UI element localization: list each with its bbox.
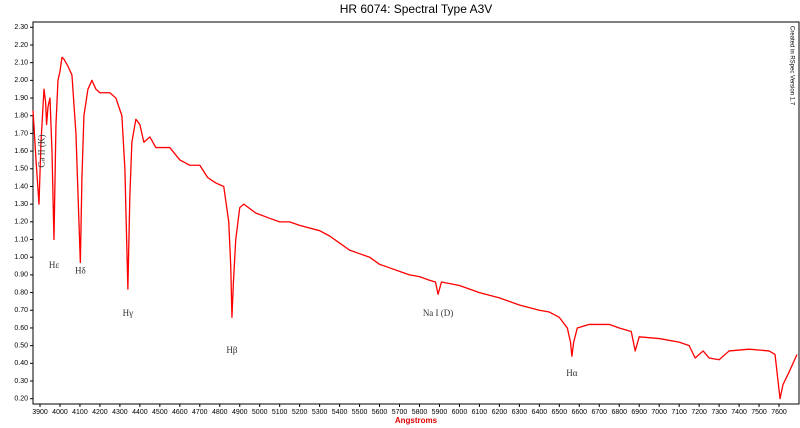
x-tick-label: 5700 [392,409,408,416]
x-tick-label: 7100 [671,409,687,416]
y-tick-label: 1.90 [14,95,28,102]
x-tick-label: 4700 [192,409,208,416]
x-tick-label: 4500 [152,409,168,416]
y-tick-label: 2.10 [14,60,28,67]
x-tick-label: 6500 [552,409,568,416]
x-tick-label: 4400 [132,409,148,416]
y-tick-label: 0.20 [14,396,28,403]
y-tick-label: 1.00 [14,254,28,261]
annotation: Ca II (K) [37,135,47,168]
y-tick-label: 0.80 [14,289,28,296]
x-tick-label: 6200 [492,409,508,416]
x-tick-label: 6800 [611,409,627,416]
annotation: Hε [49,260,59,270]
annotation: Hγ [123,308,133,318]
annotation: Hδ [75,265,86,275]
x-tick-label: 5100 [272,409,288,416]
x-tick-label: 5000 [252,409,268,416]
x-tick-label: 6000 [452,409,468,416]
x-tick-label: 4100 [72,409,88,416]
x-tick-label: 5200 [292,409,308,416]
x-tick-label: 4600 [172,409,188,416]
x-tick-label: 4000 [52,409,68,416]
x-tick-label: 5400 [332,409,348,416]
x-tick-label: 4300 [112,409,128,416]
x-tick-label: 5800 [412,409,428,416]
y-tick-label: 0.70 [14,307,28,314]
x-tick-label: 5500 [352,409,368,416]
y-tick-label: 0.40 [14,360,28,367]
x-tick-label: 7200 [691,409,707,416]
x-tick-label: 5300 [312,409,328,416]
y-tick-label: 1.30 [14,201,28,208]
x-tick-label: 7400 [731,409,747,416]
y-tick-label: 0.30 [14,378,28,385]
x-tick-label: 3900 [32,409,48,416]
y-tick-label: 1.10 [14,236,28,243]
plot-frame [32,21,800,405]
x-tick-label: 7600 [771,409,787,416]
x-tick-label: 7500 [751,409,767,416]
y-tick-label: 1.60 [14,148,28,155]
y-tick-label: 2.00 [14,77,28,84]
annotation: Na I (D) [423,308,454,318]
x-tick-label: 6600 [571,409,587,416]
x-tick-label: 5900 [432,409,448,416]
side-note: Created in RSpec Version 1.7 [788,26,794,106]
y-tick-label: 1.80 [14,113,28,120]
x-tick-label: 4200 [92,409,108,416]
y-tick-label: 1.20 [14,219,28,226]
y-tick-label: 1.70 [14,130,28,137]
x-tick-label: 6400 [532,409,548,416]
x-tick-label: 6700 [591,409,607,416]
y-tick-label: 1.40 [14,183,28,190]
y-tick-label: 0.90 [14,272,28,279]
annotation: Hβ [226,345,237,355]
annotation: Hα [566,368,577,378]
y-tick-label: 2.30 [14,24,28,31]
spectrum-line [32,56,798,400]
x-tick-label: 4900 [232,409,248,416]
x-tick-label: 7300 [711,409,727,416]
x-tick-label: 7000 [651,409,667,416]
x-axis-label: Angstroms [395,416,438,425]
y-tick-label: 0.60 [14,325,28,332]
chart-title: HR 6074: Spectral Type A3V [340,2,493,16]
x-tick-label: 6900 [631,409,647,416]
x-tick-label: 6300 [512,409,528,416]
x-tick-label: 4800 [212,409,228,416]
x-tick-label: 6100 [472,409,488,416]
y-tick-label: 2.20 [14,42,28,49]
y-tick-label: 1.50 [14,166,28,173]
y-tick-label: 0.50 [14,342,28,349]
x-tick-label: 5600 [372,409,388,416]
